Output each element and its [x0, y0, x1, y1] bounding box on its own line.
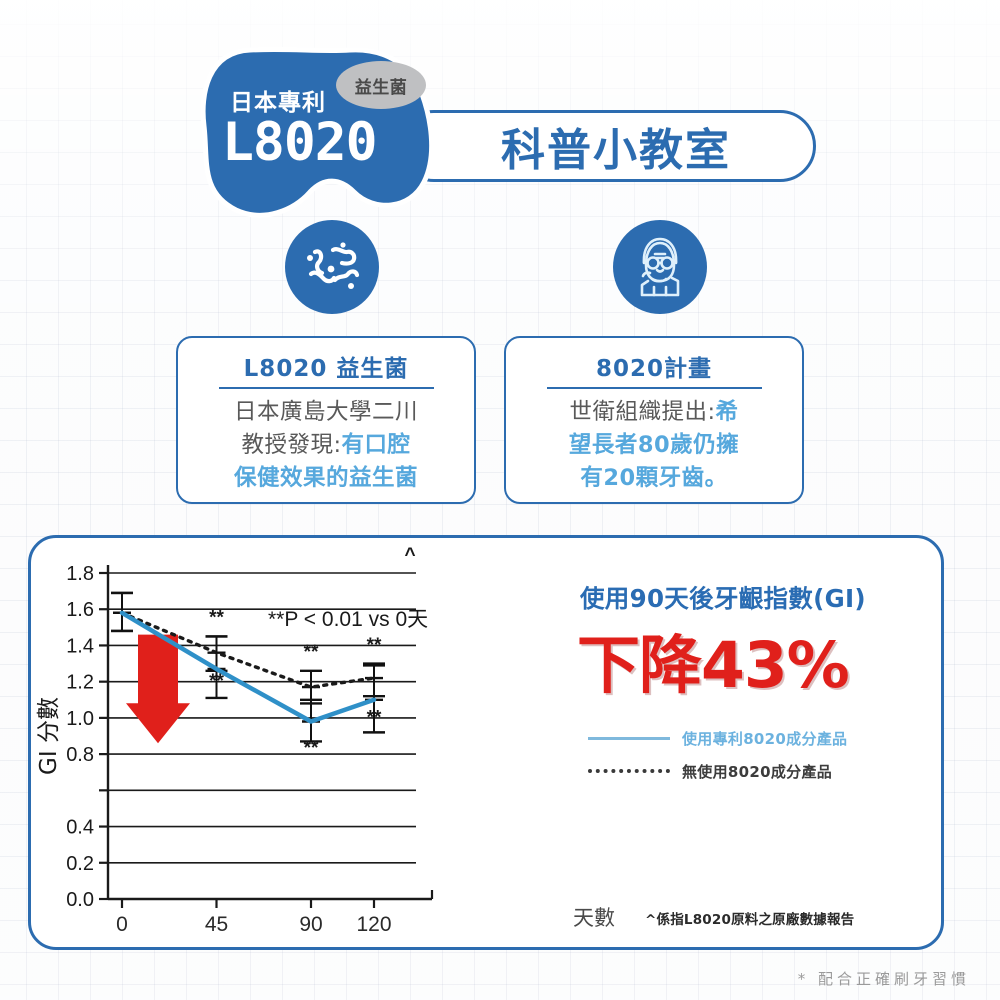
- svg-text:GI 分數: GI 分數: [36, 697, 62, 775]
- svg-text:90: 90: [299, 913, 322, 936]
- legend-label: 無使用8020成分產品: [682, 762, 833, 781]
- card-title: 8020計畫: [595, 356, 712, 382]
- card-line: 望長者80歲仍擁: [568, 432, 740, 458]
- svg-text:**: **: [304, 738, 319, 759]
- svg-text:**: **: [209, 671, 224, 692]
- gi-score-line-chart: 0.0 0.2 0.4 0.8 1.0 1.2 1.4 1.6 1.8 GI 分數 0 45 90 120…: [36, 545, 434, 936]
- card-line: 日本廣島大學二川: [233, 399, 418, 425]
- info-card-probiotic: L8020 益生菌 日本廣島大學二川 教授發現:有口腔 保健效果的益生菌: [176, 336, 476, 504]
- logo-brand-text: L8020: [222, 112, 378, 173]
- legend-item-with-8020: 使用專利8020成分產品: [588, 727, 928, 749]
- logo-patent-label: 日本專利: [230, 90, 326, 116]
- svg-text:**: **: [209, 608, 224, 629]
- legend-solid-line-icon: [588, 736, 670, 740]
- svg-text:45: 45: [205, 913, 228, 936]
- legend-dotted-line-icon: [588, 769, 670, 773]
- svg-text:1.8: 1.8: [66, 563, 94, 585]
- svg-text:1.0: 1.0: [66, 708, 94, 730]
- chart-source-note: ^係指L8020原料之原廠數據報告: [645, 912, 855, 928]
- svg-text:1.6: 1.6: [66, 599, 94, 621]
- svg-text:0: 0: [116, 913, 128, 936]
- card-body: 日本廣島大學二川 教授發現:有口腔 保健效果的益生菌: [178, 396, 474, 495]
- svg-text:**: **: [304, 642, 319, 663]
- legend-item-without-8020: 無使用8020成分產品: [588, 760, 928, 782]
- svg-text:1.4: 1.4: [66, 635, 94, 657]
- page-title: 科普小教室: [501, 125, 731, 176]
- svg-text:0.8: 0.8: [66, 744, 94, 766]
- card-body: 世衛組織提出:希 望長者80歲仍擁 有20顆牙齒。: [506, 396, 802, 495]
- svg-text:1.2: 1.2: [66, 672, 94, 694]
- svg-text:0.0: 0.0: [66, 889, 94, 911]
- stat-headline: 使用90天後牙齦指數(GI): [580, 584, 866, 613]
- x-axis-title: 天數: [573, 906, 615, 930]
- card-line: 有20顆牙齒。: [580, 465, 728, 491]
- info-card-8020-plan: 8020計畫 世衛組織提出:希 望長者80歲仍擁 有20顆牙齒。: [504, 336, 804, 504]
- svg-text:0.2: 0.2: [66, 853, 94, 875]
- card-divider: [546, 387, 762, 389]
- svg-text:120: 120: [356, 913, 391, 936]
- svg-text:**P < 0.01 vs 0天: **P < 0.01 vs 0天: [268, 608, 428, 631]
- page-footnote: * 配合正確刷牙習慣: [797, 970, 970, 988]
- svg-text:**: **: [367, 635, 382, 656]
- svg-text:0.4: 0.4: [66, 817, 94, 839]
- card-line: 保健效果的益生菌: [233, 465, 418, 491]
- elderly-person-icon: [613, 220, 707, 314]
- stat-big-number: 下降43%: [577, 629, 850, 702]
- svg-text:**: **: [367, 707, 382, 728]
- svg-text:^: ^: [404, 545, 415, 566]
- card-title: L8020 益生菌: [243, 356, 409, 382]
- bacteria-icon: [285, 220, 379, 314]
- legend-label: 使用專利8020成分產品: [682, 729, 848, 748]
- header: 益生菌 日本專利 L8020 科普小教室: [0, 28, 1000, 218]
- card-divider: [218, 387, 434, 389]
- card-line: 教授發現:有口腔: [241, 432, 411, 458]
- card-line: 世衛組織提出:希: [569, 399, 739, 425]
